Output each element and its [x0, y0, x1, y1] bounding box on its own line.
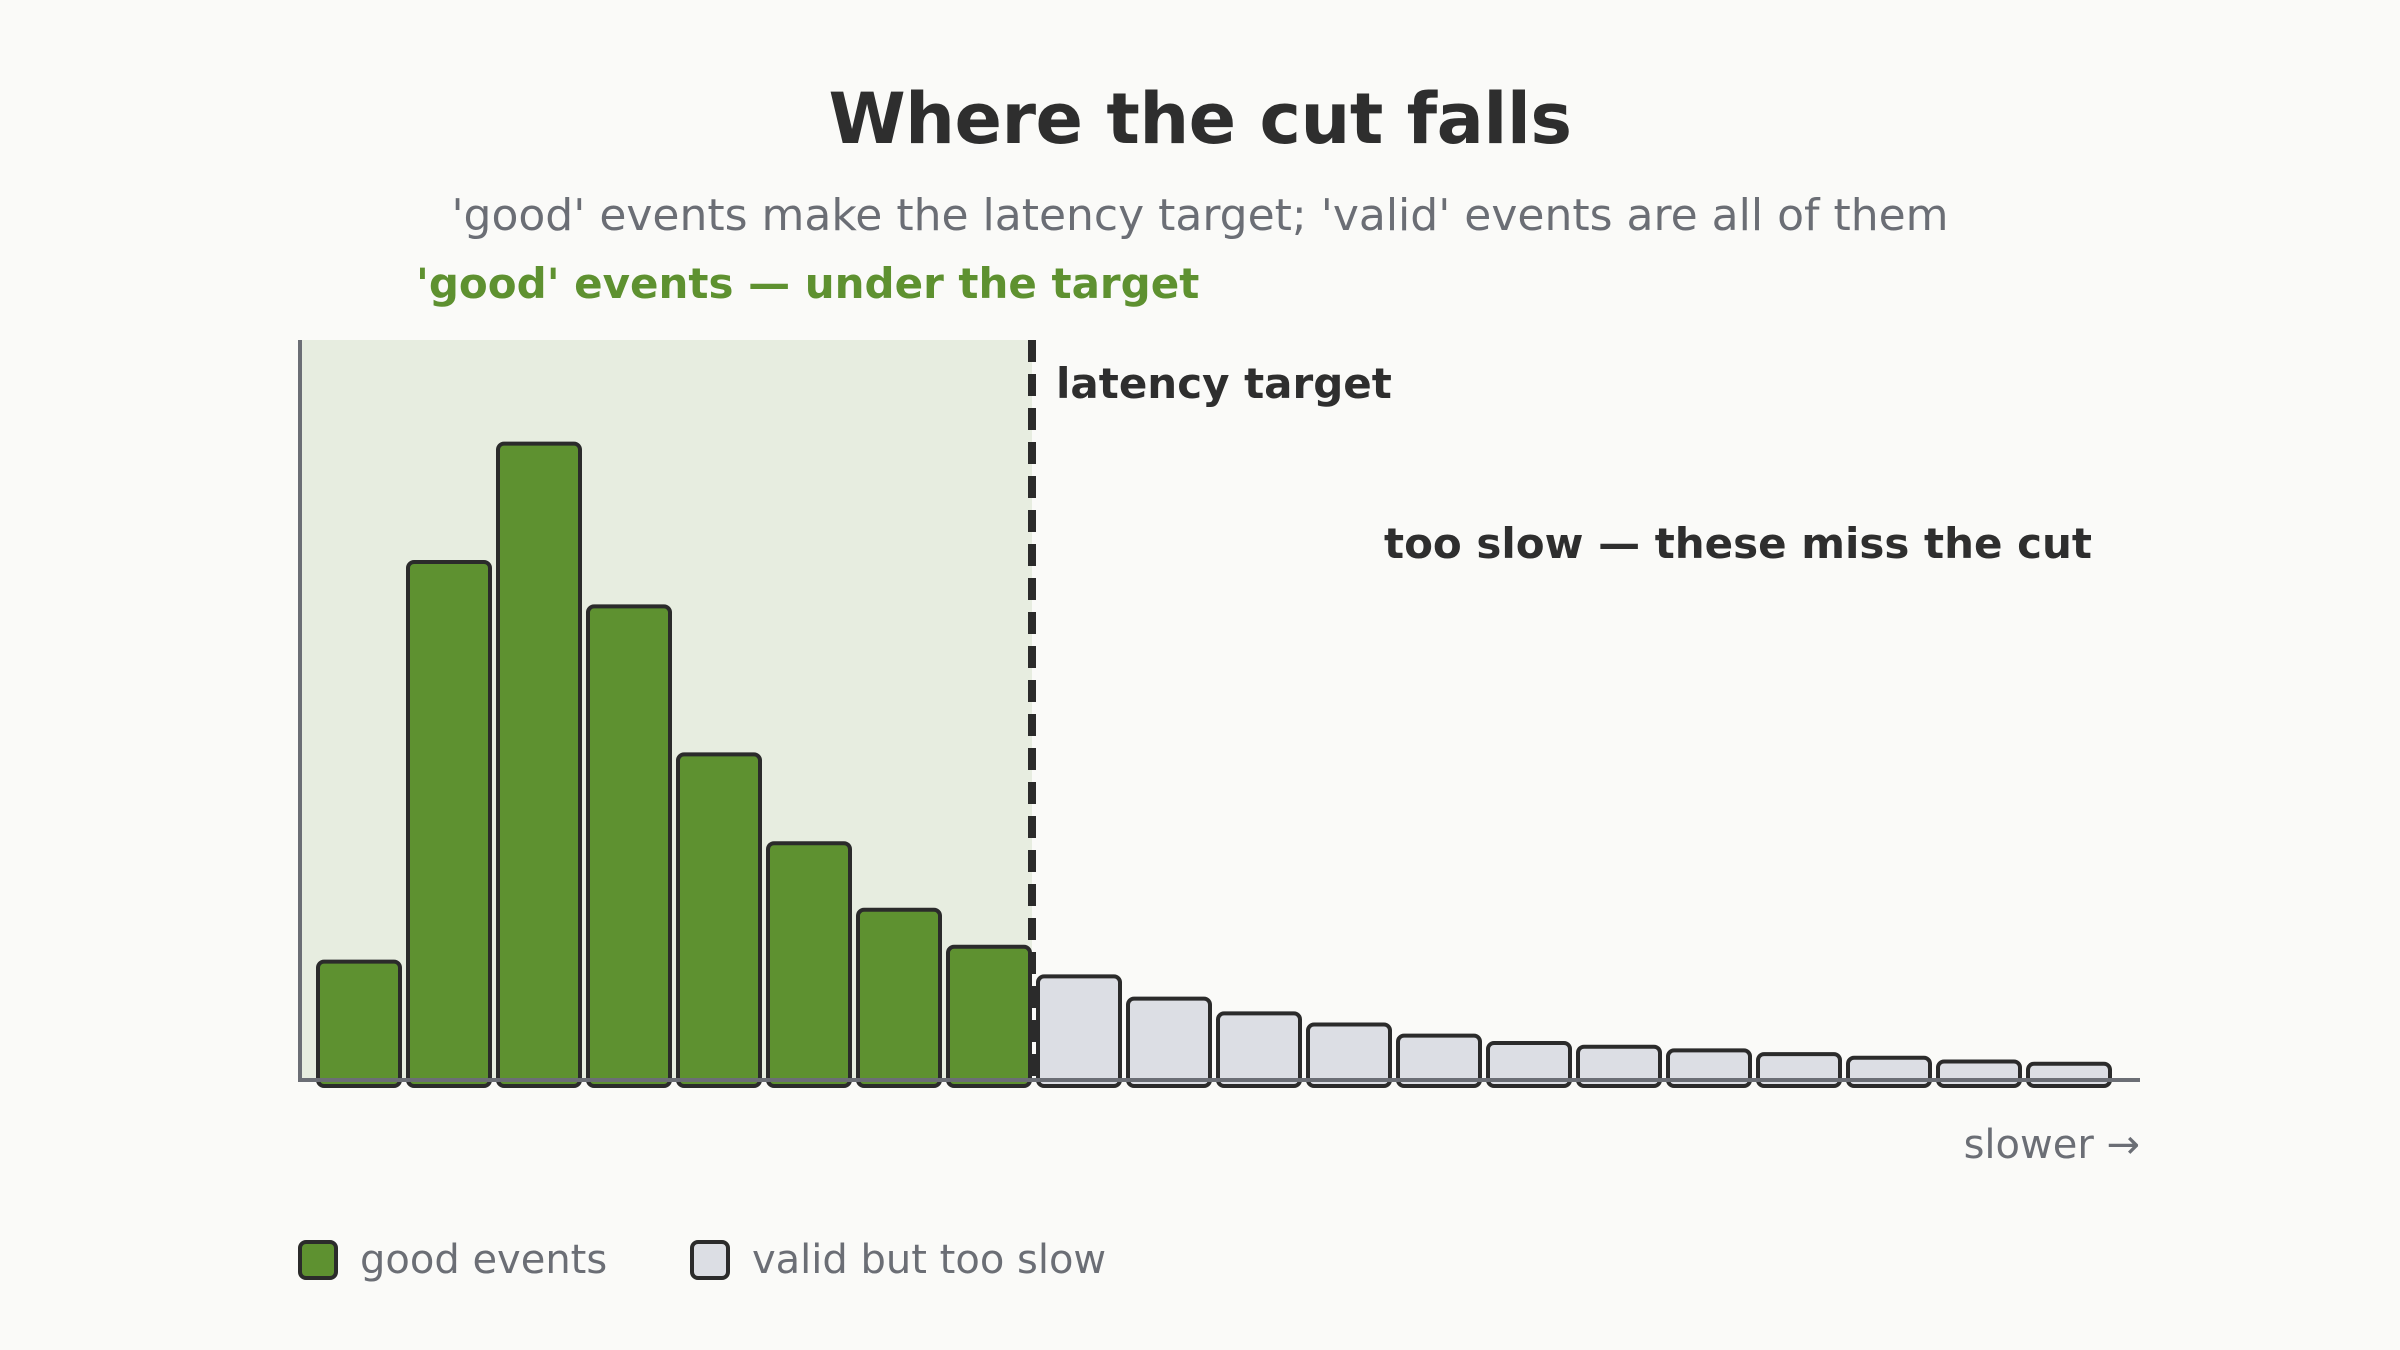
- latency-target-label: latency target: [1056, 359, 1392, 408]
- good-bar-0: [316, 959, 402, 1088]
- good-bar-3: [586, 604, 672, 1089]
- slow-bar-15: [1666, 1048, 1752, 1089]
- legend-label-slow: valid but too slow: [752, 1237, 1107, 1283]
- chart-title: Where the cut falls: [828, 78, 1572, 160]
- legend-swatch-slow: [690, 1240, 730, 1280]
- chart-subtitle: 'good' events make the latency target; '…: [451, 190, 1949, 241]
- legend-item-slow: valid but too slow: [690, 1236, 1106, 1284]
- slow-bar-14: [1576, 1044, 1662, 1088]
- legend-item-good: good events: [298, 1236, 607, 1284]
- good-bar-7: [946, 944, 1032, 1088]
- good-bar-1: [406, 560, 492, 1088]
- slow-bar-9: [1126, 996, 1212, 1088]
- x-axis-label: slower →: [1964, 1122, 2140, 1168]
- legend-label-good: good events: [360, 1237, 608, 1283]
- slow-bar-19: [2026, 1061, 2112, 1088]
- bars-group: [316, 441, 2112, 1089]
- slow-bar-18: [1936, 1059, 2022, 1088]
- slow-region-label: too slow — these miss the cut: [1384, 519, 2092, 568]
- legend-swatch-good: [298, 1240, 338, 1280]
- slow-bar-10: [1216, 1011, 1302, 1089]
- slow-bar-13: [1486, 1041, 1572, 1088]
- good-region-label: 'good' events — under the target: [416, 259, 1199, 308]
- good-bar-2: [496, 441, 582, 1089]
- slow-bar-8: [1036, 974, 1122, 1089]
- good-bar-6: [856, 907, 942, 1088]
- good-bar-4: [676, 752, 762, 1089]
- slow-bar-12: [1396, 1033, 1482, 1088]
- good-bar-5: [766, 841, 852, 1089]
- slow-bar-11: [1306, 1022, 1392, 1088]
